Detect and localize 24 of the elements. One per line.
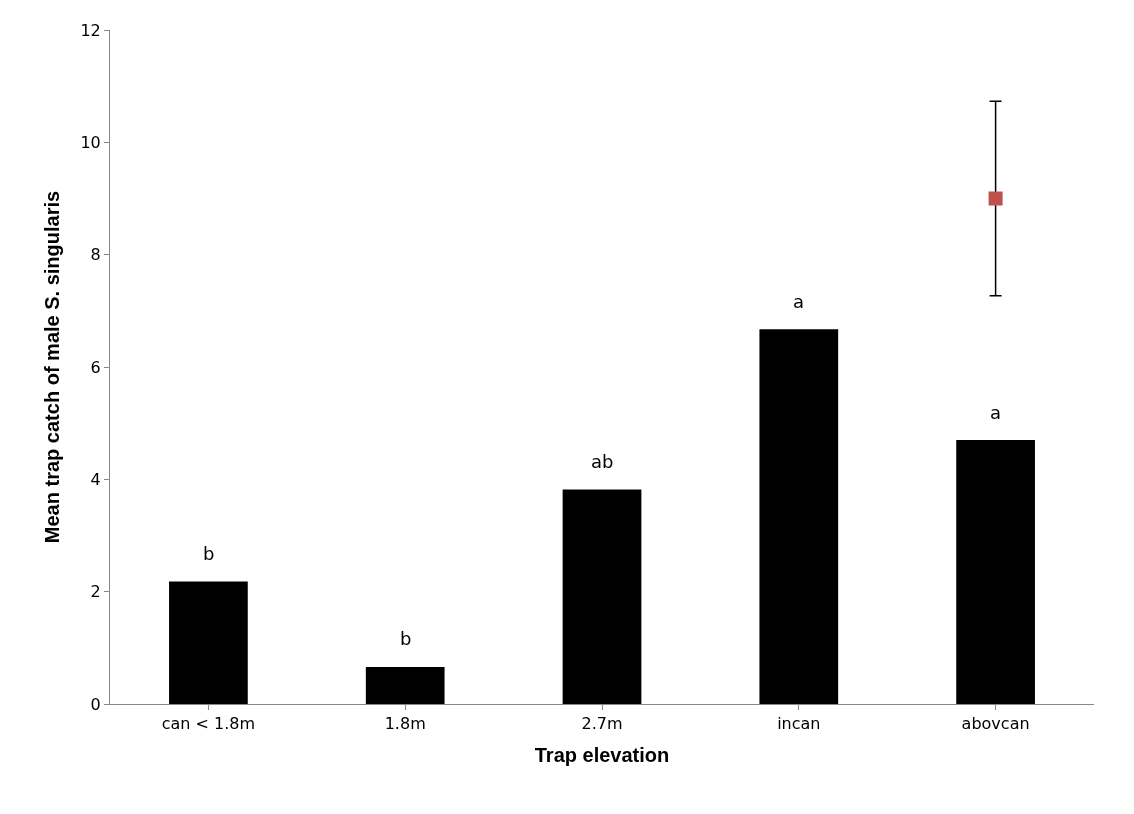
x-tick-label: abovcan xyxy=(961,714,1030,734)
bar xyxy=(365,666,445,704)
annotation: b xyxy=(400,628,412,649)
bar xyxy=(562,489,642,704)
x-axis-title: Trap elevation xyxy=(534,743,670,766)
annotation: b xyxy=(203,543,215,564)
y-tick-label: 2 xyxy=(90,582,101,602)
y-tick-label: 6 xyxy=(90,357,101,377)
x-tick-label: 1.8m xyxy=(384,714,426,734)
y-tick-label: 0 xyxy=(90,694,101,714)
bar xyxy=(956,440,1035,704)
y-tick-label: 12 xyxy=(80,20,101,40)
y-tick-label: 4 xyxy=(90,469,101,489)
y-axis-title: Mean trap catch of male S. singularis xyxy=(40,190,63,544)
annotation: a xyxy=(990,402,1002,423)
bar xyxy=(169,581,248,704)
y-tick-label: 8 xyxy=(90,245,101,265)
annotation: a xyxy=(793,291,805,312)
x-tick-label: incan xyxy=(777,714,821,734)
x-tick-label: can < 1.8m xyxy=(161,714,256,734)
annotation: ab xyxy=(591,451,614,472)
y-tick-label: 10 xyxy=(80,132,101,152)
bar xyxy=(759,329,839,704)
x-tick-label: 2.7m xyxy=(581,714,623,734)
